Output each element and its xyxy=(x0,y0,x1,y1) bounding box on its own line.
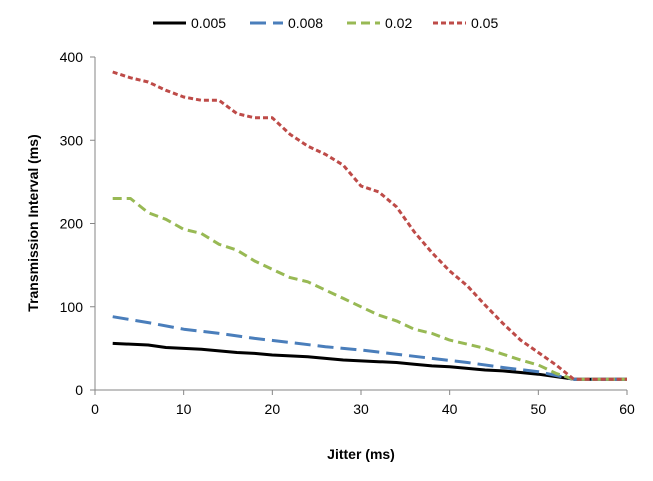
legend-label-0-008: 0.008 xyxy=(288,15,323,31)
legend-label-0-05: 0.05 xyxy=(471,15,498,31)
x-ticks: 0 10 20 30 40 50 60 xyxy=(91,390,635,417)
series-line-0-05 xyxy=(112,70,627,381)
legend-label-0-005: 0.005 xyxy=(191,15,226,31)
y-tick-label: 0 xyxy=(75,382,83,398)
x-tick-label: 10 xyxy=(176,401,192,417)
x-tick-label: 40 xyxy=(442,401,458,417)
x-tick-label: 60 xyxy=(619,401,635,417)
legend: 0.005 0.008 0.02 0.05 xyxy=(153,15,498,31)
series-layer xyxy=(112,70,627,381)
x-tick-label: 20 xyxy=(265,401,281,417)
y-tick-label: 100 xyxy=(60,299,84,315)
axes xyxy=(94,57,627,391)
series-line-0-02 xyxy=(112,197,627,381)
x-tick-label: 50 xyxy=(531,401,547,417)
y-tick-label: 300 xyxy=(60,132,84,148)
legend-label-0-02: 0.02 xyxy=(385,15,412,31)
y-tick-label: 400 xyxy=(60,49,84,65)
series-line-0-005 xyxy=(112,341,627,381)
x-axis-title: Jitter (ms) xyxy=(327,446,395,462)
y-ticks: 0 100 200 300 400 xyxy=(60,49,95,398)
y-tick-label: 200 xyxy=(60,216,84,232)
x-tick-label: 30 xyxy=(353,401,369,417)
x-tick-label: 0 xyxy=(91,401,99,417)
y-axis-title: Transmission Interval (ms) xyxy=(25,134,41,311)
